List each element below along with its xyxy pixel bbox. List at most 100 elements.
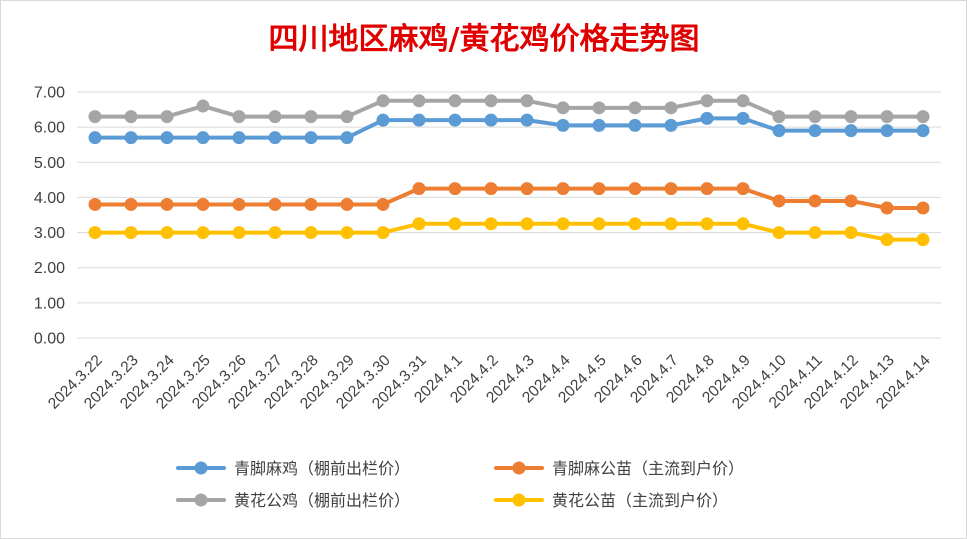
- data-point: [340, 197, 354, 211]
- data-point: [376, 197, 390, 211]
- legend: 青脚麻鸡（棚前出栏价） 青脚麻公苗（主流到户价） 黄花公鸡（棚前出栏价） 黄花公苗（主…: [176, 459, 744, 510]
- data-point: [304, 197, 318, 211]
- data-point: [448, 113, 462, 127]
- legend-marker: [512, 461, 526, 475]
- data-point: [916, 233, 930, 247]
- data-point: [916, 201, 930, 215]
- legend-marker: [194, 493, 208, 507]
- y-tick-label: 6.00: [34, 120, 65, 137]
- data-point: [808, 226, 822, 240]
- data-point: [664, 217, 678, 231]
- data-point: [736, 94, 750, 108]
- data-point: [880, 110, 894, 124]
- data-point: [124, 197, 138, 211]
- series-line: [93, 221, 925, 242]
- series-2: [88, 182, 930, 215]
- data-point: [628, 118, 642, 132]
- data-point: [736, 111, 750, 125]
- series-line: [93, 98, 925, 119]
- data-point: [448, 182, 462, 196]
- data-point: [592, 101, 606, 115]
- data-point: [628, 217, 642, 231]
- data-point: [232, 226, 246, 240]
- data-point: [376, 226, 390, 240]
- data-point: [772, 226, 786, 240]
- data-point: [700, 94, 714, 108]
- data-point: [628, 182, 642, 196]
- series-4: [88, 217, 930, 247]
- data-point: [340, 110, 354, 124]
- data-point: [808, 110, 822, 124]
- y-tick-label: 2.00: [34, 260, 65, 277]
- data-point: [700, 111, 714, 125]
- data-point: [160, 110, 174, 124]
- data-point: [88, 197, 102, 211]
- data-point: [520, 217, 534, 231]
- y-tick-label: 0.00: [34, 331, 65, 348]
- data-point: [592, 217, 606, 231]
- data-point: [592, 182, 606, 196]
- series-group: [88, 94, 930, 247]
- data-point: [844, 226, 858, 240]
- data-point: [484, 113, 498, 127]
- legend-item: 黄花公苗（主流到户价）: [494, 491, 728, 510]
- y-tick-label: 7.00: [34, 85, 65, 102]
- data-point: [808, 194, 822, 208]
- data-point: [196, 131, 210, 145]
- data-point: [196, 197, 210, 211]
- legend-label: 黄花公苗（主流到户价）: [552, 491, 728, 510]
- data-point: [268, 110, 282, 124]
- data-point: [484, 94, 498, 108]
- legend-item: 青脚麻公苗（主流到户价）: [494, 459, 744, 478]
- data-point: [880, 124, 894, 138]
- data-point: [916, 110, 930, 124]
- data-point: [160, 226, 174, 240]
- series-line: [93, 116, 925, 140]
- x-axis: 2024.3.222024.3.232024.3.242024.3.252024…: [45, 352, 934, 413]
- data-point: [160, 131, 174, 145]
- legend-item: 青脚麻鸡（棚前出栏价）: [176, 459, 410, 478]
- data-point: [412, 182, 426, 196]
- data-point: [916, 124, 930, 138]
- legend-label: 黄花公鸡（棚前出栏价）: [234, 491, 410, 510]
- data-point: [556, 101, 570, 115]
- data-point: [484, 217, 498, 231]
- data-point: [376, 113, 390, 127]
- data-point: [808, 124, 822, 138]
- data-point: [412, 113, 426, 127]
- data-point: [664, 118, 678, 132]
- y-tick-label: 1.00: [34, 295, 65, 312]
- data-point: [304, 131, 318, 145]
- data-point: [736, 182, 750, 196]
- data-point: [700, 182, 714, 196]
- legend-item: 黄花公鸡（棚前出栏价）: [176, 491, 410, 510]
- data-point: [628, 101, 642, 115]
- data-point: [556, 118, 570, 132]
- data-point: [340, 131, 354, 145]
- data-point: [664, 182, 678, 196]
- data-point: [844, 124, 858, 138]
- series-1: [88, 111, 930, 145]
- data-point: [124, 226, 138, 240]
- y-tick-label: 5.00: [34, 155, 65, 172]
- data-point: [196, 99, 210, 113]
- data-point: [124, 110, 138, 124]
- data-point: [232, 131, 246, 145]
- data-point: [160, 197, 174, 211]
- data-point: [376, 94, 390, 108]
- data-point: [448, 217, 462, 231]
- chart-title: 四川地区麻鸡/黄花鸡价格走势图: [269, 22, 700, 57]
- legend-label: 青脚麻鸡（棚前出栏价）: [234, 459, 410, 478]
- data-point: [772, 194, 786, 208]
- data-point: [412, 217, 426, 231]
- data-point: [700, 217, 714, 231]
- legend-marker: [194, 461, 208, 475]
- data-point: [556, 182, 570, 196]
- data-point: [124, 131, 138, 145]
- data-point: [448, 94, 462, 108]
- data-point: [232, 110, 246, 124]
- series-line: [93, 186, 925, 210]
- data-point: [268, 197, 282, 211]
- series-3: [88, 94, 930, 124]
- data-point: [484, 182, 498, 196]
